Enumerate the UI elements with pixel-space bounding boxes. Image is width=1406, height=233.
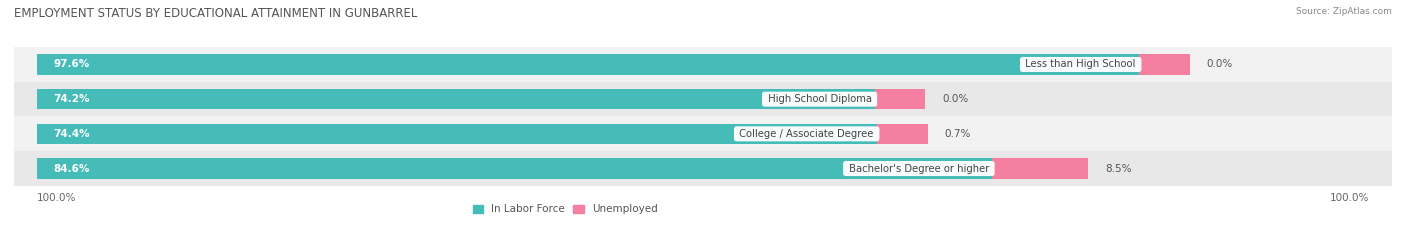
Text: College / Associate Degree: College / Associate Degree	[737, 129, 877, 139]
Bar	[14, 82, 1406, 116]
Text: 0.7%: 0.7%	[945, 129, 972, 139]
Text: 97.6%: 97.6%	[53, 59, 90, 69]
Legend: In Labor Force, Unemployed: In Labor Force, Unemployed	[468, 200, 662, 219]
Bar	[37, 89, 875, 109]
Bar	[37, 124, 877, 144]
Text: Bachelor's Degree or higher: Bachelor's Degree or higher	[845, 164, 993, 174]
Bar	[14, 151, 1406, 186]
Text: High School Diploma: High School Diploma	[765, 94, 875, 104]
Bar	[14, 116, 1406, 151]
Text: 74.2%: 74.2%	[53, 94, 90, 104]
Bar	[1139, 55, 1189, 75]
Text: 100.0%: 100.0%	[1330, 193, 1369, 203]
Bar	[877, 124, 928, 144]
Text: EMPLOYMENT STATUS BY EDUCATIONAL ATTAINMENT IN GUNBARREL: EMPLOYMENT STATUS BY EDUCATIONAL ATTAINM…	[14, 7, 418, 20]
Text: 100.0%: 100.0%	[37, 193, 76, 203]
Bar	[14, 47, 1406, 82]
Text: 8.5%: 8.5%	[1105, 164, 1132, 174]
Bar	[37, 158, 993, 178]
Bar	[993, 158, 1088, 178]
Text: Less than High School: Less than High School	[1022, 59, 1139, 69]
Text: 74.4%: 74.4%	[53, 129, 90, 139]
Text: 0.0%: 0.0%	[942, 94, 969, 104]
Bar	[37, 55, 1139, 75]
Text: 84.6%: 84.6%	[53, 164, 90, 174]
Text: Source: ZipAtlas.com: Source: ZipAtlas.com	[1296, 7, 1392, 16]
Text: 0.0%: 0.0%	[1206, 59, 1233, 69]
Bar	[875, 89, 925, 109]
